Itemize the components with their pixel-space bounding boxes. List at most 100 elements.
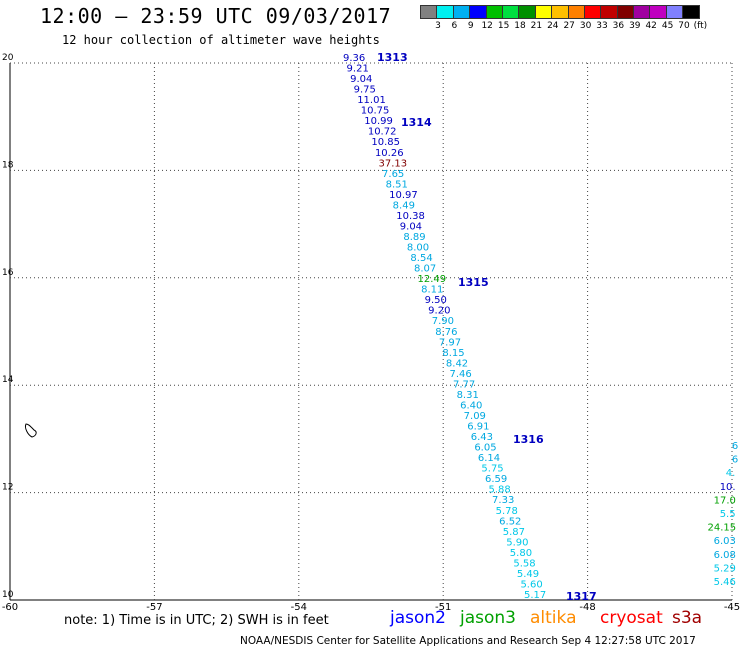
y-tick-label: 10 [2, 590, 14, 600]
legend-jason2: jason2 [390, 608, 446, 628]
track-value: 9.36 [343, 53, 365, 64]
color-scale-label: 42 [645, 21, 657, 31]
color-scale-label: 21 [530, 21, 543, 31]
legend-altika: altika [530, 608, 577, 628]
track-value: 5.87 [503, 527, 525, 538]
track-value: 6.43 [471, 432, 493, 443]
x-tick-label: -48 [579, 602, 595, 613]
track-value: 8.42 [446, 358, 468, 369]
y-tick-label: 20 [2, 53, 14, 63]
color-scale-label: 36 [612, 21, 625, 31]
track-value: 8.49 [393, 200, 415, 211]
edge-track-value: 6.08 [714, 550, 736, 561]
map-grid [9, 62, 733, 601]
footer-credit: NOAA/NESDIS Center for Satellite Applica… [240, 635, 696, 647]
edge-track-value: 5.5 [720, 509, 736, 520]
track-value: 5.49 [517, 569, 539, 580]
track-value: 6.40 [460, 400, 482, 411]
track-value: 10.38 [396, 211, 425, 222]
color-scale-label: (ft) [693, 21, 708, 31]
track-value: 6.14 [478, 453, 500, 464]
color-scale-label: 30 [579, 21, 592, 31]
track-value: 5.58 [513, 558, 535, 569]
track-value: 9.04 [400, 221, 422, 232]
edge-track-value: 5.46 [714, 577, 736, 588]
track-value: 7.65 [382, 169, 404, 180]
pass-time-label: 1314 [401, 116, 432, 129]
track-value: 7.33 [492, 495, 514, 506]
pass-time-label: 1317 [566, 590, 597, 603]
edge-track-value: 6 [732, 455, 738, 466]
edge-track-value: 10. [720, 482, 736, 493]
map-title: 12:00 — 23:59 UTC 09/03/2017 [40, 4, 392, 28]
track-value: 8.15 [442, 348, 464, 359]
color-scale-label: 15 [497, 21, 510, 31]
track-value: 8.54 [410, 253, 432, 264]
color-scale-labels: 3 6 9 12 15 18 21 24 27 30 33 36 39 42 45 70 (ft) [421, 21, 740, 33]
track-value: 6.59 [485, 474, 507, 485]
track-value: 9.75 [354, 85, 376, 96]
track-value: 8.00 [407, 243, 429, 254]
pass-time-labels: 1313 1314 1315 1316 1317 [377, 51, 597, 603]
pass-time-label: 1315 [458, 276, 489, 289]
island-outline [25, 423, 37, 438]
track-value: 6.52 [499, 516, 521, 527]
track-value: 5.88 [489, 485, 511, 496]
y-tick-label: 18 [2, 160, 14, 170]
pass-time-label: 1313 [377, 51, 408, 64]
color-scale-label: 24 [547, 21, 559, 31]
map-subtitle: 12 hour collection of altimeter wave hei… [62, 33, 380, 47]
pass-time-label: 1316 [513, 433, 544, 446]
y-tick-label: 12 [2, 483, 13, 493]
track-value: 10.99 [364, 116, 393, 127]
legend-s3a: s3a [672, 608, 703, 628]
edge-track-value: 4. [726, 468, 736, 479]
legend-cryosat: cryosat [600, 608, 663, 628]
color-scale-label: 3 [435, 21, 441, 31]
track-value: 8.89 [403, 232, 425, 243]
track-value: 7.77 [453, 379, 475, 390]
track-value: 5.60 [520, 579, 542, 590]
color-scale-label: 9 [467, 21, 474, 31]
track-value: 5.90 [506, 537, 528, 548]
legend-jason3: jason3 [460, 608, 516, 628]
track-value: 37.13 [378, 158, 407, 169]
note-text: note: 1) Time is in UTC; 2) SWH is in fe… [64, 613, 329, 628]
color-scale-label: 18 [514, 21, 526, 31]
color-scale-label: 27 [563, 21, 575, 31]
track-value: 8.31 [457, 390, 479, 401]
color-swatch [682, 5, 700, 19]
track-value: 9.20 [428, 306, 450, 317]
y-tick-label: 14 [2, 375, 14, 385]
track-value: 7.09 [464, 411, 486, 422]
color-scale-label: 33 [596, 21, 608, 31]
color-scale-label: 39 [629, 21, 641, 31]
track-value: 11.01 [357, 95, 386, 106]
edge-track: 6 6 4. 10. 17.0 5.5 24.15 6.03 6.08 5.29 5.46 [708, 441, 739, 588]
track-value: 12.49 [418, 274, 447, 285]
y-tick-label: 16 [2, 268, 14, 278]
edge-track-value: 6.03 [714, 536, 736, 547]
track-value: 10.97 [389, 190, 418, 201]
color-scale-label: 12 [481, 21, 493, 31]
color-scale-label: 6 [451, 21, 458, 31]
track-value: 9.21 [347, 64, 369, 75]
track-value: 7.46 [449, 369, 471, 380]
track-value: 7.97 [439, 337, 461, 348]
x-tick-label: -51 [435, 602, 451, 613]
track-value: 10.75 [361, 106, 390, 117]
track-value: 10.26 [375, 148, 404, 159]
edge-track-value: 17.0 [714, 495, 736, 506]
axis-tick-labels: -60 -57 -54 -51 -48 -45 10 12 14 16 18 20 [2, 53, 740, 613]
color-scale-label: 45 [661, 21, 674, 31]
track-value: 6.91 [467, 422, 489, 433]
track-value: 6.05 [474, 443, 496, 454]
track-value: 8.76 [435, 327, 457, 338]
track-value: 7.90 [432, 316, 454, 327]
track-value: 10.72 [368, 127, 397, 138]
track-value: 5.75 [481, 464, 503, 475]
x-tick-label: -54 [291, 602, 307, 613]
x-tick-label: -60 [2, 602, 18, 613]
edge-track-value: 24.15 [708, 523, 737, 534]
